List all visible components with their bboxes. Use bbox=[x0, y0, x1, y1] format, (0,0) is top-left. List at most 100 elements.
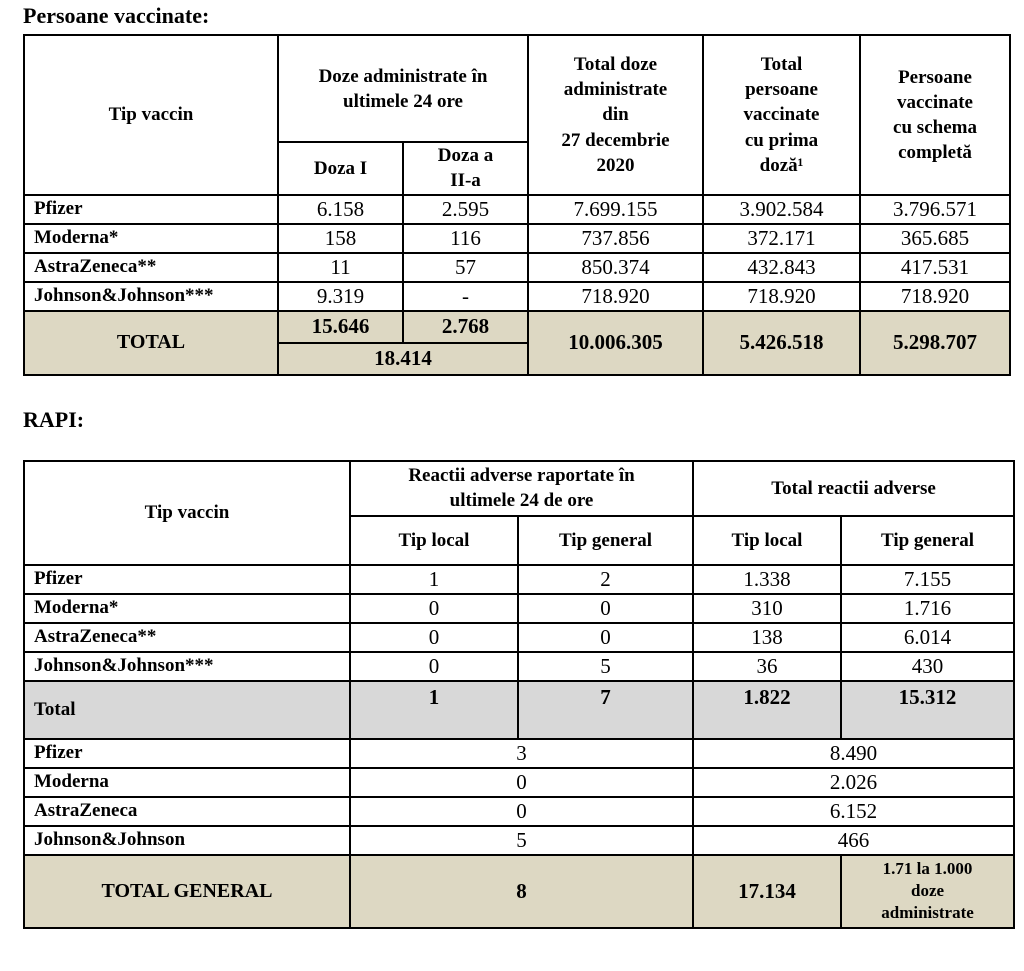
table-header-row: Tip vaccin Doze administrate în ultimele… bbox=[23, 34, 1011, 196]
total-prima-value: 5.426.518 bbox=[702, 309, 861, 376]
section-title-persoane-vaccinate: Persoane vaccinate: bbox=[23, 3, 210, 28]
table-row-summary-pfizer: Pfizer 3 8.490 bbox=[23, 737, 1016, 769]
local24-value: 1 bbox=[349, 563, 519, 595]
table-row-total-general: TOTAL GENERAL 8 17.134 1.71 la 1.000 doz… bbox=[23, 853, 1016, 929]
local-total-value: 138 bbox=[692, 621, 843, 653]
doza2-value: 116 bbox=[402, 222, 529, 254]
local-total-value: 36 bbox=[692, 650, 843, 682]
rapi-table-body: Pfizer 1 2 1.338 7.155 Moderna* 0 0 310 … bbox=[23, 563, 1016, 929]
schema-completa-value: 417.531 bbox=[859, 251, 1011, 283]
header-total-reactii: Total reactii adverse bbox=[692, 459, 1016, 517]
table-row-johnson: Johnson&Johnson*** 9.319 - 718.920 718.9… bbox=[23, 280, 1011, 312]
general24-value: 2 bbox=[516, 563, 695, 595]
table-row-total-sum: 18.414 bbox=[24, 341, 1010, 376]
vaccine-name: Johnson&Johnson*** bbox=[23, 280, 279, 312]
table-row-subtotal: Total 1 7 1.822 15.312 bbox=[23, 679, 1016, 740]
total-doze-value: 10.006.305 bbox=[527, 309, 704, 376]
total-general-rate-value: 1.71 la 1.000 doze administrate bbox=[840, 853, 1016, 929]
general-total-value: 1.716 bbox=[840, 592, 1016, 624]
total-doza2-value: 2.768 bbox=[402, 309, 529, 344]
local-total-value: 1.338 bbox=[692, 563, 843, 595]
local24-value: 0 bbox=[349, 650, 519, 682]
general24-value: 0 bbox=[516, 621, 695, 653]
section-title-rapi: RAPI: bbox=[23, 406, 85, 432]
last24-value: 5 bbox=[348, 824, 695, 856]
vaccine-name: AstraZeneca bbox=[23, 795, 351, 827]
local24-value: 0 bbox=[349, 621, 519, 653]
total-label: TOTAL bbox=[23, 309, 279, 376]
total-prima-value: 372.171 bbox=[702, 222, 861, 254]
table-row-moderna: Moderna* 0 0 310 1.716 bbox=[23, 592, 1016, 624]
total-doza1-value: 15.646 bbox=[277, 309, 404, 344]
doza1-value: 6.158 bbox=[277, 193, 404, 225]
schema-completa-value: 3.796.571 bbox=[859, 193, 1011, 225]
header-reactii-24h: Reactii adverse raportate în ultimele 24… bbox=[348, 459, 695, 517]
general-total-value: 6.014 bbox=[840, 621, 1016, 653]
local24-value: 0 bbox=[349, 592, 519, 624]
vaccine-name: Johnson&Johnson bbox=[23, 824, 351, 856]
vaccine-name: Moderna* bbox=[23, 592, 351, 624]
total-general-total-value: 17.134 bbox=[692, 853, 843, 929]
header-tip-local-total: Tip local bbox=[692, 514, 843, 566]
total-doze-value: 718.920 bbox=[527, 280, 704, 312]
vaccine-name: Pfizer bbox=[23, 737, 351, 769]
total-value: 466 bbox=[692, 824, 1016, 856]
header-tip-general-total: Tip general bbox=[840, 514, 1016, 566]
vaccine-name: Johnson&Johnson*** bbox=[23, 650, 351, 682]
vaccine-name: Pfizer bbox=[23, 193, 279, 225]
local-total-value: 310 bbox=[692, 592, 843, 624]
total-schema-completa-value: 5.298.707 bbox=[859, 309, 1011, 376]
rapi-table: Tip vaccin Reactii adverse raportate în … bbox=[23, 459, 1016, 929]
doza1-value: 158 bbox=[277, 222, 404, 254]
vaccine-name: Moderna* bbox=[23, 222, 279, 254]
table-row-pfizer: Pfizer 6.158 2.595 7.699.155 3.902.584 3… bbox=[23, 193, 1011, 225]
total-prima-value: 432.843 bbox=[702, 251, 861, 283]
header-doze-24h: Doze administrate în ultimele 24 ore bbox=[277, 34, 529, 144]
table-row-summary-astrazeneca: AstraZeneca 0 6.152 bbox=[23, 795, 1016, 827]
vaccine-name: AstraZeneca** bbox=[23, 251, 279, 283]
header-schema-completa: Persoane vaccinate cu schema completă bbox=[859, 34, 1011, 196]
schema-completa-value: 718.920 bbox=[859, 280, 1011, 312]
table-header-row: Tip local Tip general Tip local Tip gene… bbox=[24, 514, 1016, 566]
header-tip-general-24h: Tip general bbox=[516, 514, 695, 566]
vaccinated-table-header: Tip vaccin Doze administrate în ultimele… bbox=[23, 34, 1011, 196]
header-tip-local-24h: Tip local bbox=[349, 514, 519, 566]
last24-value: 3 bbox=[348, 737, 695, 769]
table-row-astrazeneca: AstraZeneca** 11 57 850.374 432.843 417.… bbox=[23, 251, 1011, 283]
total-value: 2.026 bbox=[692, 766, 1016, 798]
total-general-label: TOTAL GENERAL bbox=[23, 853, 351, 929]
table-row-johnson: Johnson&Johnson*** 0 5 36 430 bbox=[23, 650, 1016, 682]
table-header-row: Doza I Doza a II-a bbox=[24, 141, 1010, 196]
rapi-table-header: Tip vaccin Reactii adverse raportate în … bbox=[23, 459, 1016, 566]
header-tip-vaccin: Tip vaccin bbox=[23, 34, 279, 196]
table-row-total: TOTAL 15.646 2.768 10.006.305 5.426.518 … bbox=[23, 309, 1011, 376]
table-row-moderna: Moderna* 158 116 737.856 372.171 365.685 bbox=[23, 222, 1011, 254]
total-doze-value: 850.374 bbox=[527, 251, 704, 283]
subtotal-local-total-value: 1.822 bbox=[692, 679, 843, 740]
doza1-value: 11 bbox=[277, 251, 404, 283]
vaccinated-table: Tip vaccin Doze administrate în ultimele… bbox=[23, 34, 1011, 376]
doza1-value: 9.319 bbox=[277, 280, 404, 312]
vaccinated-table-body: Pfizer 6.158 2.595 7.699.155 3.902.584 3… bbox=[23, 193, 1011, 376]
subtotal-local24-value: 1 bbox=[349, 679, 519, 740]
table-header-row: Tip vaccin Reactii adverse raportate în … bbox=[23, 459, 1016, 566]
header-tip-vaccin: Tip vaccin bbox=[23, 459, 351, 566]
total-prima-value: 3.902.584 bbox=[702, 193, 861, 225]
doza2-value: - bbox=[402, 280, 529, 312]
subtotal-label: Total bbox=[23, 679, 351, 740]
table-row-summary-moderna: Moderna 0 2.026 bbox=[23, 766, 1016, 798]
total-general-last24-value: 8 bbox=[348, 853, 695, 929]
header-total-prima-doza: Total persoane vaccinate cu prima doză¹ bbox=[702, 34, 861, 196]
general-total-value: 7.155 bbox=[840, 563, 1016, 595]
vaccine-name: AstraZeneca** bbox=[23, 621, 351, 653]
total-doza-sum-value: 18.414 bbox=[277, 341, 529, 376]
table-row-summary-johnson: Johnson&Johnson 5 466 bbox=[23, 824, 1016, 856]
total-value: 8.490 bbox=[692, 737, 1016, 769]
subtotal-general24-value: 7 bbox=[516, 679, 695, 740]
general24-value: 0 bbox=[516, 592, 695, 624]
subtotal-general-total-value: 15.312 bbox=[840, 679, 1016, 740]
last24-value: 0 bbox=[348, 795, 695, 827]
general24-value: 5 bbox=[516, 650, 695, 682]
total-doze-value: 737.856 bbox=[527, 222, 704, 254]
